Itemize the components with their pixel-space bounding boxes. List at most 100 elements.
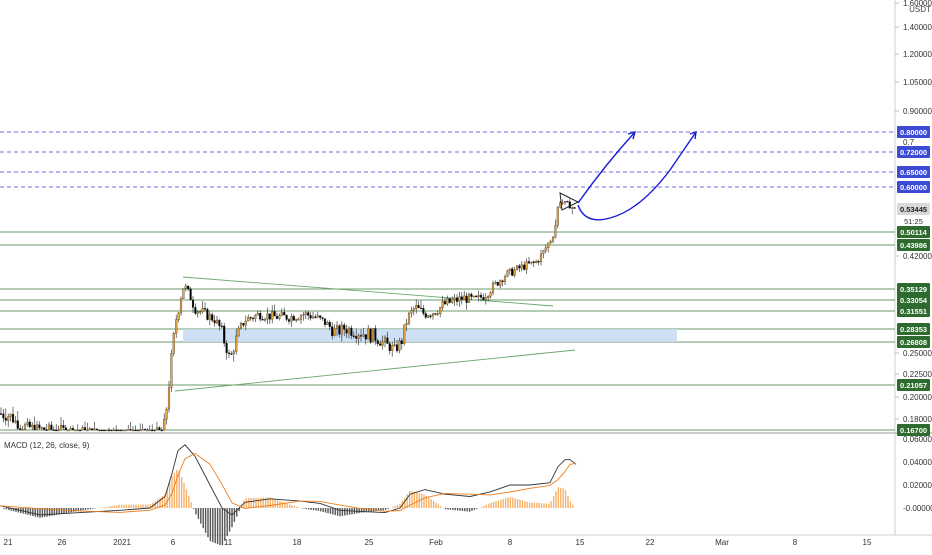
price-tick-label: 1.60000 <box>903 0 932 8</box>
candle-body <box>7 416 10 421</box>
price-tick-partial: 0.7 <box>903 138 915 147</box>
price-tick-label: 0.42000 <box>903 252 932 261</box>
price-axis[interactable] <box>895 0 932 535</box>
candle-body <box>211 314 214 321</box>
candle-body <box>26 421 29 425</box>
candle-body <box>244 320 247 326</box>
candle-body <box>386 337 389 344</box>
candle-body <box>225 343 228 354</box>
candle-body <box>412 308 415 311</box>
time-tick-label: 8 <box>508 538 513 547</box>
candle-body <box>556 206 559 226</box>
candle-body <box>11 414 15 423</box>
time-tick-label: 22 <box>646 538 655 547</box>
candle-body <box>57 429 60 432</box>
candle-body <box>417 305 420 309</box>
time-tick-label: 11 <box>224 538 233 547</box>
candle-body <box>304 312 307 315</box>
candle-body <box>266 313 269 320</box>
candle-body <box>47 424 51 431</box>
candle-body <box>254 314 257 319</box>
candle-body <box>487 296 490 298</box>
candle-body <box>95 428 99 431</box>
candle-body <box>131 429 135 432</box>
price-tick-label: 0.25000 <box>903 349 932 358</box>
candle-body <box>86 429 89 432</box>
candle-body <box>379 343 382 346</box>
candle-body <box>410 310 413 314</box>
candle-body <box>359 335 363 337</box>
candle-body <box>55 429 58 432</box>
candle-body <box>422 308 425 314</box>
candle-body <box>362 334 365 337</box>
candle-body <box>484 297 487 300</box>
macd-tick-label: 0.02000 <box>903 481 932 490</box>
price-pane[interactable] <box>0 0 895 432</box>
candle-body <box>141 428 144 431</box>
candle-body <box>460 296 463 300</box>
candle-body <box>2 413 5 419</box>
candle-body <box>165 408 168 420</box>
candle-body <box>76 429 79 432</box>
candle-body <box>357 335 360 339</box>
target-level-label-bg <box>897 146 930 158</box>
candle-body <box>45 429 48 431</box>
projection-arrowhead-2 <box>689 130 697 140</box>
currency-label-usdt: USDT <box>909 5 931 14</box>
candle-body <box>539 253 543 263</box>
candle-body <box>537 261 540 263</box>
candle-body <box>398 340 401 352</box>
zone-layer <box>183 329 677 342</box>
macd-line <box>0 444 577 516</box>
candle-body <box>436 313 439 315</box>
candle-body <box>160 429 163 432</box>
sr-level-label-bg <box>897 305 930 317</box>
candle-body <box>520 264 523 269</box>
macd-pane[interactable] <box>0 435 895 535</box>
candle-body <box>441 301 444 308</box>
candle-body <box>549 240 552 244</box>
candle-body <box>542 250 545 255</box>
candle-body <box>448 298 451 303</box>
price-tick-label: 0.20000 <box>903 393 932 402</box>
sr-level-label: 0.28353 <box>900 325 927 334</box>
candle-body <box>79 429 82 432</box>
candle-body <box>220 325 223 328</box>
time-tick-label: 15 <box>576 538 585 547</box>
candle-body <box>446 298 449 305</box>
candle-body <box>191 299 195 308</box>
macd-layer: 0.06000 0.04000 0.02000 -0.00000 <box>0 435 932 546</box>
candle-body <box>9 414 12 417</box>
candle-body <box>470 293 473 297</box>
candle-body <box>134 429 137 432</box>
candle-body <box>31 424 34 428</box>
candle-body <box>43 427 46 430</box>
candle-body <box>369 328 372 343</box>
time-tick-label: 26 <box>58 538 67 547</box>
signal-line <box>0 452 577 513</box>
candle-body <box>371 328 375 343</box>
candle-body <box>110 429 113 432</box>
sr-level-label: 0.33054 <box>900 296 928 305</box>
sr-level-label-bg <box>897 226 930 238</box>
candle-body <box>424 313 427 318</box>
candle-body <box>340 324 343 335</box>
candle-body <box>23 424 27 430</box>
candle-body <box>179 298 183 314</box>
candle-body <box>235 335 238 352</box>
candle-body <box>182 288 185 299</box>
projection-arrow-1 <box>577 131 636 204</box>
candle-body <box>328 322 331 327</box>
candle-body <box>167 387 171 410</box>
candle-body <box>443 301 447 305</box>
candle-body <box>518 265 521 269</box>
price-tick-label: 1.05000 <box>903 78 932 87</box>
candle-body <box>251 317 255 320</box>
sr-level-label: 0.31551 <box>900 307 927 316</box>
candle-body <box>314 316 317 318</box>
candle-body <box>475 295 478 298</box>
candle-body <box>333 328 336 336</box>
candle-body <box>71 428 75 431</box>
